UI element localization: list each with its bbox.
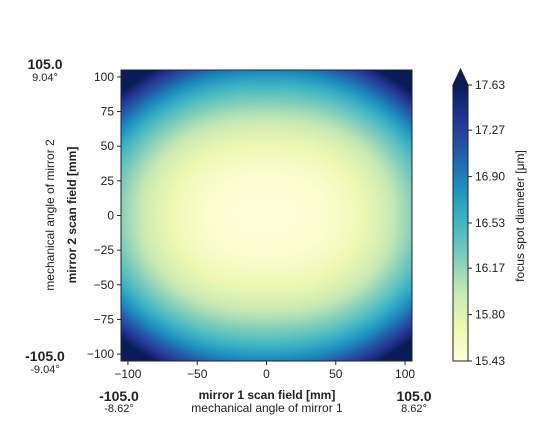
x-min-value: -105.0 xyxy=(99,388,139,404)
x-max-value: 105.0 xyxy=(396,388,431,404)
colorbar-label: focus spot diameter [μm] xyxy=(513,150,527,282)
y-min-angle: -9.04° xyxy=(30,364,59,376)
y-tick-label: −50 xyxy=(94,278,115,292)
colorbar-tick-label: 15.43 xyxy=(475,354,505,368)
colorbar-tick-label: 15.80 xyxy=(475,308,505,322)
heatmap-plot xyxy=(120,69,413,362)
colorbar-tick-label: 17.27 xyxy=(475,123,505,137)
x-axis-secondary-label: mechanical angle of mirror 1 xyxy=(191,401,343,415)
y-tick-label: 75 xyxy=(101,105,115,119)
colorbar-tick-label: 17.63 xyxy=(475,78,505,92)
x-tick-label: −50 xyxy=(187,367,208,381)
y-tick-label: 25 xyxy=(101,174,115,188)
x-axis-label: mirror 1 scan field [mm] xyxy=(199,388,336,402)
colorbar-ticks: 15.43 15.80 16.17 16.53 16.90 17.27 17.63 xyxy=(468,78,505,368)
x-min-angle: -8.62° xyxy=(104,403,133,415)
colorbar: 15.43 15.80 16.17 16.53 16.90 17.27 17.63 focu… xyxy=(452,67,527,368)
y-tick-label: 100 xyxy=(94,70,114,84)
x-tick-label: 50 xyxy=(329,367,343,381)
heatmap-image xyxy=(121,70,412,361)
y-tick-label: 50 xyxy=(101,139,115,153)
y-axis-ticks: −100 −75 −50 −25 0 25 50 75 100 xyxy=(87,70,121,361)
colorbar-extend-arrow xyxy=(452,67,469,86)
x-tick-label: −100 xyxy=(114,367,141,381)
y-tick-label: 0 xyxy=(107,209,114,223)
x-tick-label: 0 xyxy=(263,367,270,381)
y-max-value: 105.0 xyxy=(27,56,62,72)
y-tick-label: −100 xyxy=(87,347,114,361)
x-axis-ticks: −100 −50 0 50 100 xyxy=(114,361,415,381)
x-max-angle: 8.62° xyxy=(401,403,427,415)
colorbar-tick-label: 16.90 xyxy=(475,170,505,184)
colorbar-tick-label: 16.17 xyxy=(475,261,505,275)
y-max-angle: 9.04° xyxy=(32,72,58,84)
y-axis-secondary-label: mechanical angle of mirror 2 xyxy=(43,139,57,291)
colorbar-gradient xyxy=(453,85,468,361)
x-tick-label: 100 xyxy=(395,367,415,381)
y-axis-label: mirror 2 scan field [mm] xyxy=(65,147,79,284)
y-tick-label: −75 xyxy=(94,312,115,326)
colorbar-tick-label: 16.53 xyxy=(475,216,505,230)
y-min-value: -105.0 xyxy=(25,348,65,364)
y-tick-label: −25 xyxy=(94,243,115,257)
